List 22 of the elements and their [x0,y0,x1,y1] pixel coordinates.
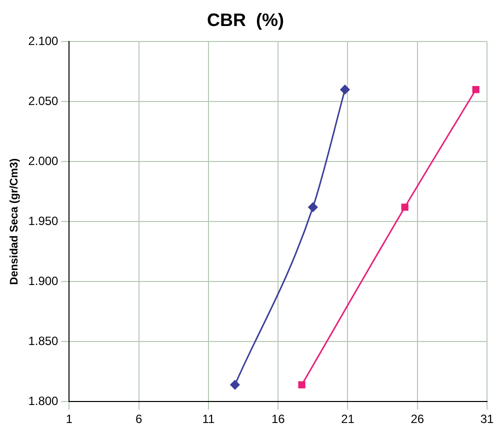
y-tick-label: 2.000 [28,154,59,168]
x-tick-label: 1 [66,412,73,426]
point [308,202,318,212]
x-tick-label: 6 [136,412,143,426]
point [401,204,408,211]
x-tick-label: 21 [341,412,355,426]
y-axis-title: Densidad Seca (gr/Cm3) [8,158,21,285]
x-tick-label: 26 [410,412,424,426]
y-tick-label: 2.050 [28,94,59,108]
x-tick-label: 31 [480,412,494,426]
point [340,84,350,94]
y-tick-label: 1.850 [28,334,59,348]
x-tick-label: 16 [271,412,286,426]
y-tick-label: 1.900 [28,274,59,288]
y-tick-label: 1.800 [28,394,59,408]
point [230,380,240,390]
x-tick-label: 11 [202,412,216,426]
y-tick-label: 1.950 [28,214,59,228]
chart-title: CBR (%) [207,10,284,30]
y-tick-label: 2.100 [28,34,59,48]
point [472,86,480,94]
point [298,381,306,388]
